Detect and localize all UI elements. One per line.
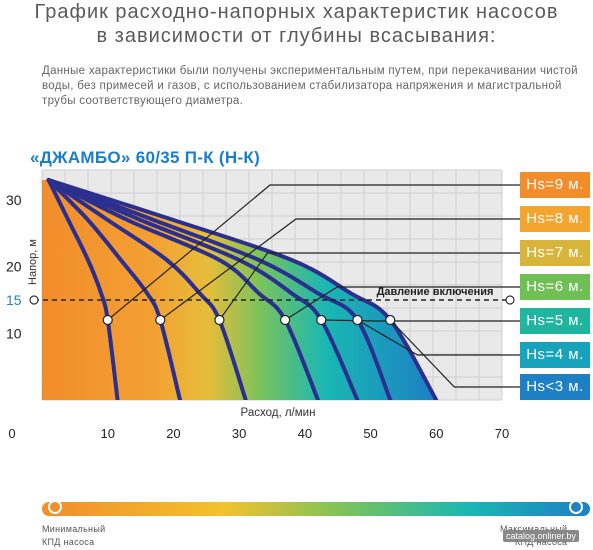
callout-marker-5 <box>352 314 363 326</box>
page-title: График расходно-напорных характеристик н… <box>0 0 593 48</box>
series-line-2 <box>46 178 248 400</box>
min-label-line1: Минимальный <box>42 524 106 534</box>
callout-marker-6 <box>385 314 396 326</box>
series-line-1 <box>46 178 182 400</box>
min-label-line2: КПД насоса <box>42 537 95 547</box>
x-tick-label: 20 <box>166 426 180 441</box>
callout-marker-3 <box>280 314 291 326</box>
series-label-2: Hs=7 м. <box>520 240 590 266</box>
callout-line-5 <box>357 319 520 356</box>
series-line-0 <box>46 178 120 400</box>
callout-marker-2 <box>214 314 225 326</box>
series-line-3 <box>46 178 320 400</box>
x-tick-label: 10 <box>100 426 114 441</box>
max-efficiency-marker <box>569 500 583 514</box>
callout-marker-1 <box>155 314 166 326</box>
x-axis-label: Расход, л/мин <box>241 407 316 419</box>
x-tick-label: 40 <box>298 426 312 441</box>
series-label-1: Hs=8 м. <box>520 206 590 232</box>
callout-line-1 <box>159 218 520 321</box>
x-tick-label: 0 <box>8 426 15 441</box>
callout-line-2 <box>218 252 520 321</box>
callout-marker-4 <box>316 314 327 326</box>
max-efficiency-label: Максимальный КПД насоса <box>500 523 567 549</box>
callout-marker-0 <box>102 314 113 326</box>
callout-line-4 <box>321 319 520 322</box>
max-label-line1: Максимальный <box>500 524 568 534</box>
y-tick-label: 10 <box>6 325 22 341</box>
x-tick-label: 60 <box>429 426 443 441</box>
reference-line-label: Давление включения <box>377 286 494 298</box>
description: Данные характеристики были получены эксп… <box>42 65 578 107</box>
series-line-5 <box>46 178 393 400</box>
y-axis-label: Напор, м <box>27 239 39 285</box>
min-efficiency-marker <box>48 500 62 514</box>
efficiency-gradient-bar <box>42 502 590 516</box>
callout-line-6 <box>389 319 520 388</box>
series-line-6 <box>46 178 439 400</box>
x-tick-label: 50 <box>363 426 377 441</box>
x-tick-label: 30 <box>232 426 246 441</box>
title-line-1: График расходно-напорных характеристик н… <box>34 1 559 23</box>
series-label-5: Hs=4 м. <box>520 342 590 368</box>
series-label-4: Hs=5 м. <box>520 308 590 334</box>
series-label-6: Hs<3 м. <box>520 374 590 400</box>
y-tick-label: 15 <box>6 292 22 308</box>
callout-line-3 <box>284 286 520 321</box>
series-label-0: Hs=9 м. <box>520 172 590 198</box>
efficiency-fill <box>42 180 437 400</box>
callout-line-0 <box>107 184 520 321</box>
reference-line-end <box>505 295 515 305</box>
watermark: catalog.onliner.by <box>503 530 580 542</box>
x-tick-label: 70 <box>495 426 509 441</box>
y-tick-label: 20 <box>6 259 22 275</box>
reference-line-start <box>29 295 39 305</box>
y-tick-label: 30 <box>6 192 22 208</box>
series-label-3: Hs=6 м. <box>520 274 590 300</box>
max-label-line2: КПД насоса <box>514 537 568 547</box>
title-line-2: в зависимости от глубины всасывания: <box>96 25 497 47</box>
chart-title: «ДЖАМБО» 60/35 П-К (Н-К) <box>30 148 261 167</box>
min-efficiency-label: Минимальный КПД насоса <box>42 523 105 549</box>
